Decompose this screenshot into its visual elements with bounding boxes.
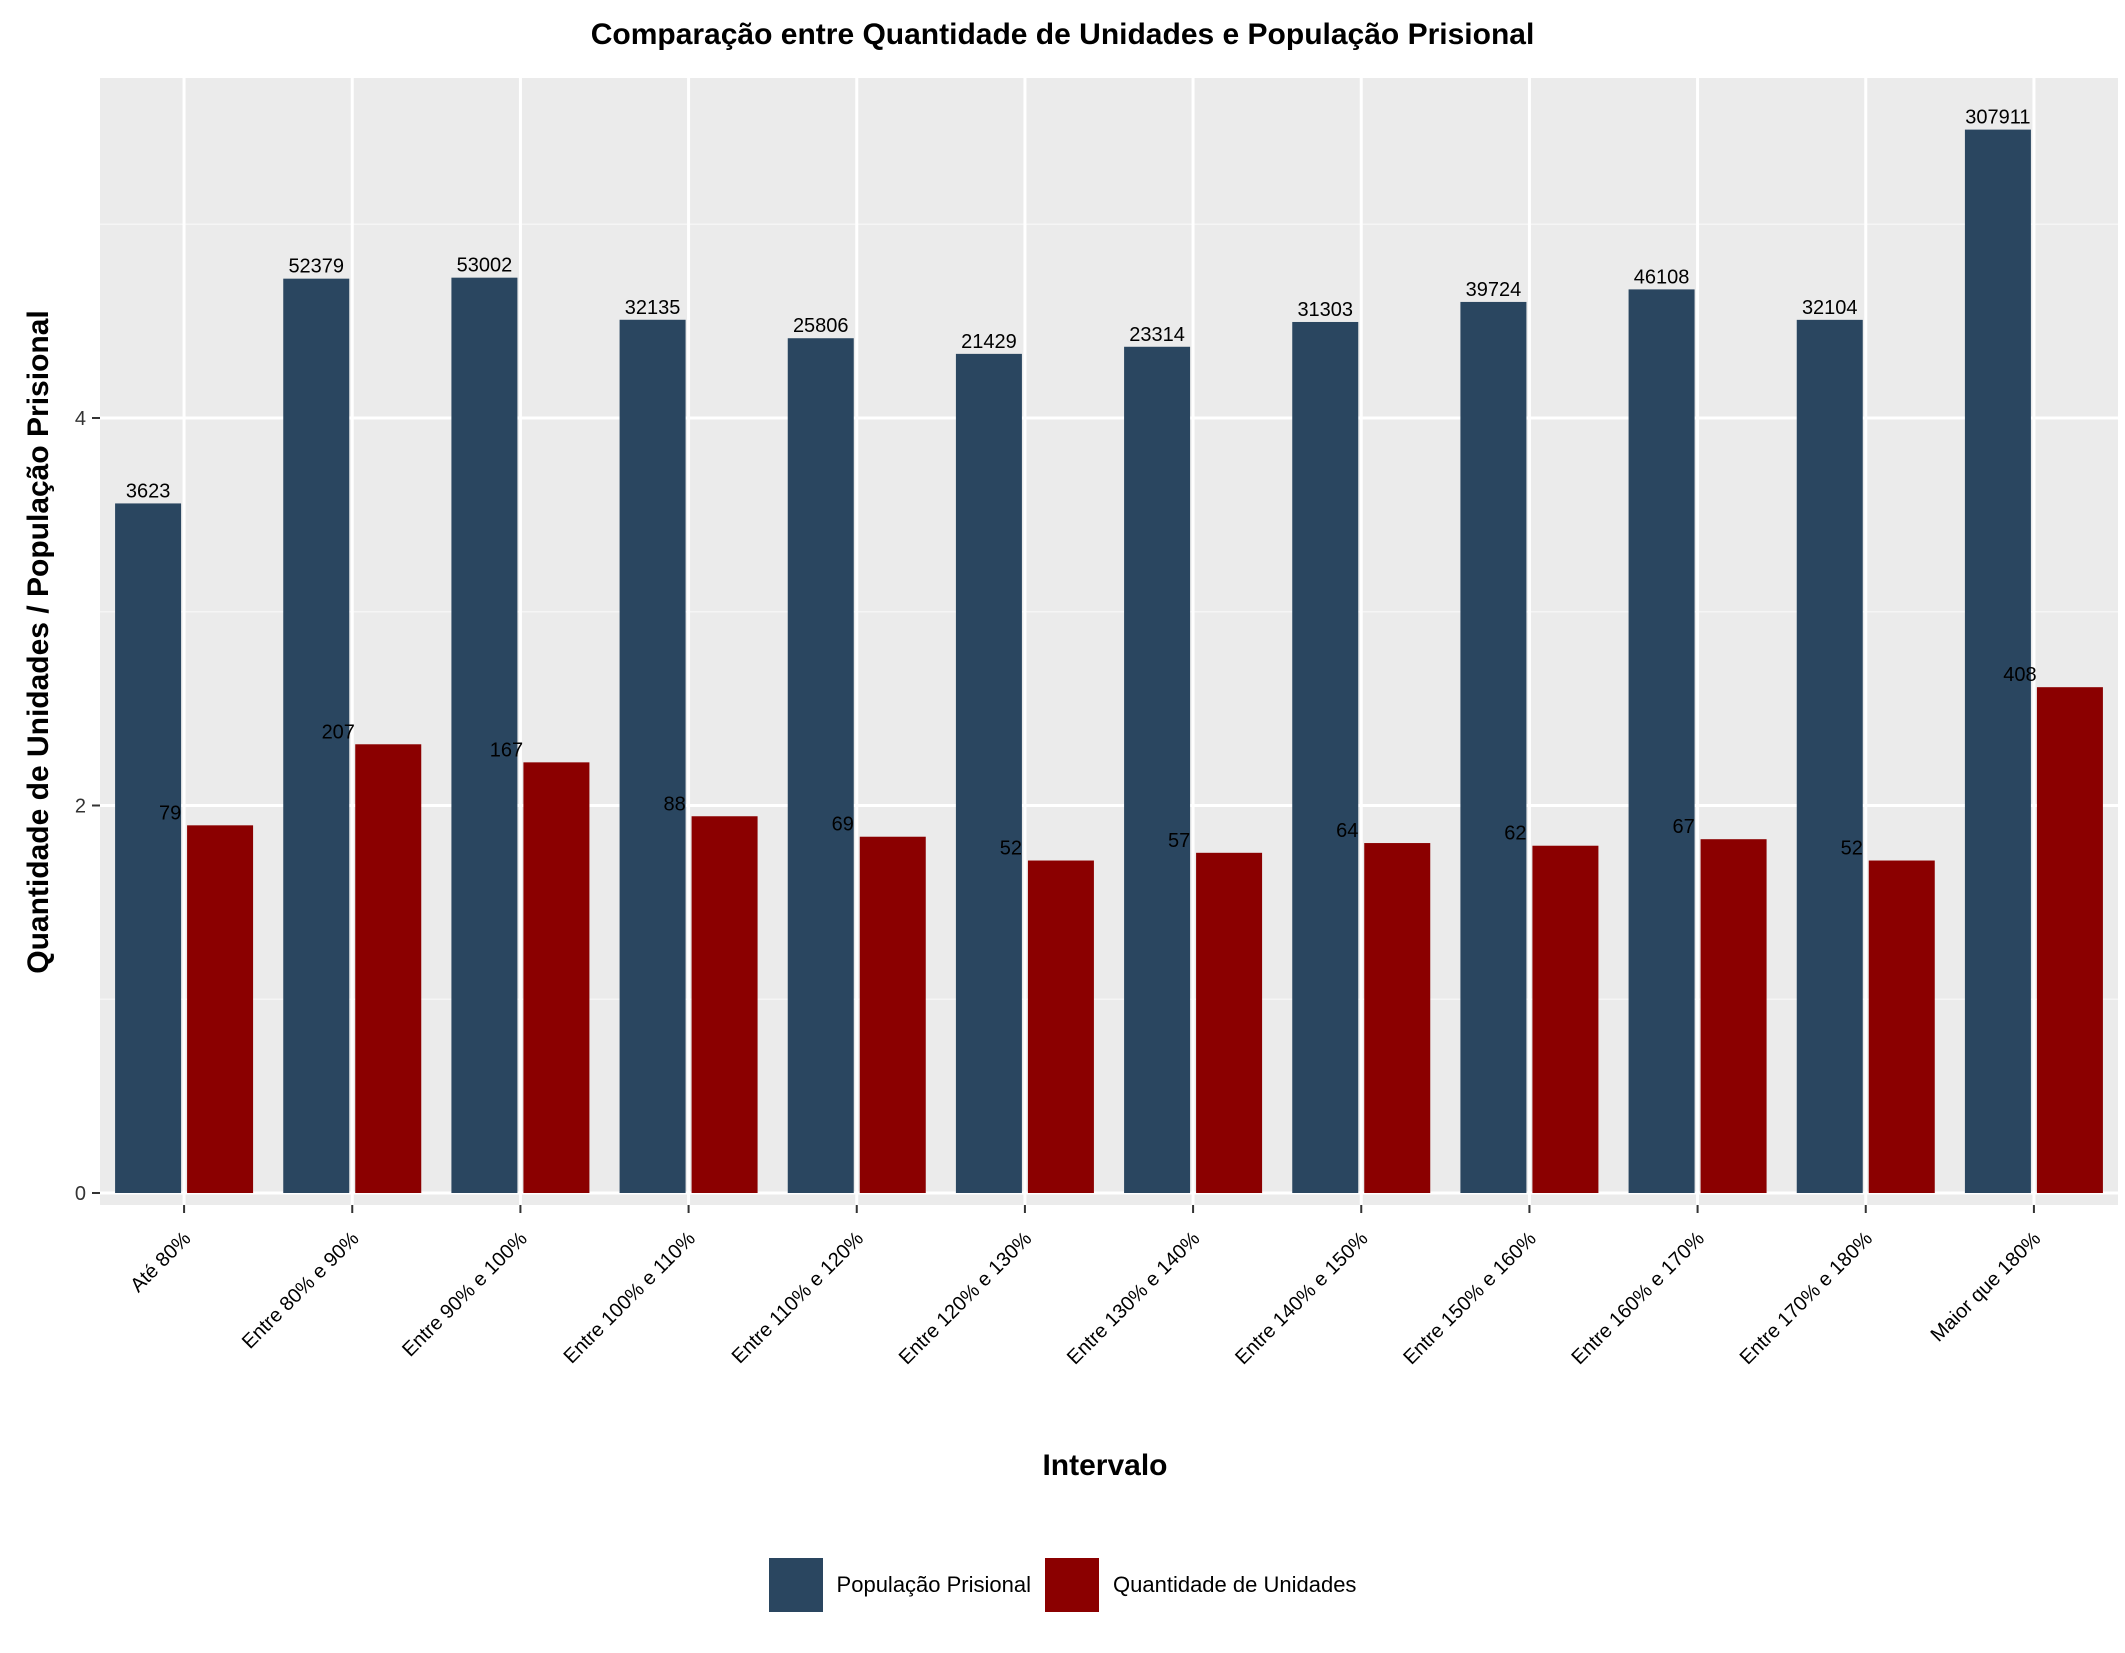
x-tick-label: Maior que 180% [1927,1228,2046,1347]
x-axis-title: Intervalo [1042,1449,1167,1482]
bar-populacao-prisional [1796,319,1863,1194]
bar-quantidade-unidades [691,816,758,1193]
bar-populacao-prisional [1460,301,1527,1193]
bar-populacao-prisional [1964,129,2031,1193]
bar-populacao-prisional [955,353,1022,1193]
data-label-unidades: 52 [1000,838,1022,860]
legend-item-populacao: População Prisional [768,1558,1032,1612]
legend: População Prisional Quantidade de Unidad… [0,1558,2125,1612]
data-label-unidades: 57 [1168,830,1190,852]
gridlines [100,78,2118,1205]
data-label-unidades: 52 [1841,838,1863,860]
y-tick-label: 0 [75,1183,86,1205]
bar-populacao-prisional [1628,289,1695,1194]
y-tick-label: 4 [75,408,86,430]
data-label-unidades: 69 [832,814,854,836]
y-axis-title: Quantidade de Unidades / População Prisi… [22,310,55,973]
bar-quantidade-unidades [859,836,926,1193]
legend-label-populacao: População Prisional [836,1572,1032,1597]
x-tick-label: Entre 170% e 180% [1736,1228,1878,1370]
bar-populacao-prisional [451,277,518,1194]
bar-populacao-prisional [1292,321,1359,1193]
bar-populacao-prisional [1124,346,1191,1193]
bar-quantidade-unidades [523,762,590,1193]
bar-quantidade-unidades [1196,852,1263,1193]
y-tick-label: 2 [75,796,86,818]
bar-quantidade-unidades [2036,687,2103,1193]
data-label-unidades: 88 [663,793,685,815]
x-tick-label: Até 80% [126,1228,195,1297]
x-tick-label: Entre 120% e 130% [895,1228,1037,1370]
data-label-unidades: 207 [322,721,355,743]
bar-quantidade-unidades [355,744,422,1193]
bars [115,129,2103,1194]
x-tick-label: Entre 130% e 140% [1063,1228,1205,1370]
legend-label-unidades: Quantidade de Unidades [1113,1572,1357,1597]
data-label-populacao: 32104 [1802,297,1858,319]
x-tick-label: Entre 90% e 100% [398,1228,532,1362]
bar-populacao-prisional [787,338,854,1193]
data-label-unidades: 67 [1672,816,1694,838]
data-label-populacao: 46108 [1634,266,1690,288]
data-labels: 3623 52379 53002 32135 25806 21429 23314 31303 3… [126,107,2037,860]
x-tick-label: Entre 150% e 160% [1399,1228,1541,1370]
data-label-populacao: 25806 [793,315,849,337]
data-label-unidades: 408 [2003,664,2036,686]
data-label-populacao: 31303 [1297,299,1353,321]
bar-populacao-prisional [619,319,686,1193]
data-label-populacao: 32135 [625,297,681,319]
data-label-unidades: 62 [1504,823,1526,845]
bar-quantidade-unidades [1868,860,1935,1193]
data-label-populacao: 52379 [288,256,344,278]
bar-populacao-prisional [283,278,350,1193]
x-tick-label: Entre 80% e 90% [238,1228,364,1354]
bar-quantidade-unidades [1364,843,1431,1193]
data-label-populacao: 53002 [457,255,513,277]
bar-quantidade-unidades [187,825,254,1193]
legend-key-unidades [1045,1558,1100,1612]
data-label-populacao: 39724 [1466,279,1522,301]
bar-quantidade-unidades [1027,860,1094,1193]
bar-quantidade-unidades [1532,845,1599,1193]
chart-title: Comparação entre Quantidade de Unidades … [590,18,1535,51]
bar-quantidade-unidades [1700,839,1767,1193]
data-label-populacao: 307911 [1965,107,2030,129]
bar-populacao-prisional [115,503,182,1193]
x-tick-label: Entre 110% e 120% [728,1228,868,1368]
data-label-populacao: 3623 [126,480,171,502]
x-tick-label: Entre 160% e 170% [1568,1228,1710,1370]
data-label-unidades: 79 [159,802,181,824]
data-label-unidades: 167 [490,739,523,761]
data-label-unidades: 64 [1336,820,1358,842]
legend-item-unidades: Quantidade de Unidades [1045,1558,1356,1612]
data-label-populacao: 21429 [961,331,1017,353]
x-tick-label: Entre 100% e 110% [560,1228,700,1368]
legend-key-populacao [768,1558,823,1612]
plot-panel [100,78,2118,1205]
data-label-populacao: 23314 [1129,324,1185,346]
x-tick-label: Entre 140% e 150% [1231,1228,1373,1370]
